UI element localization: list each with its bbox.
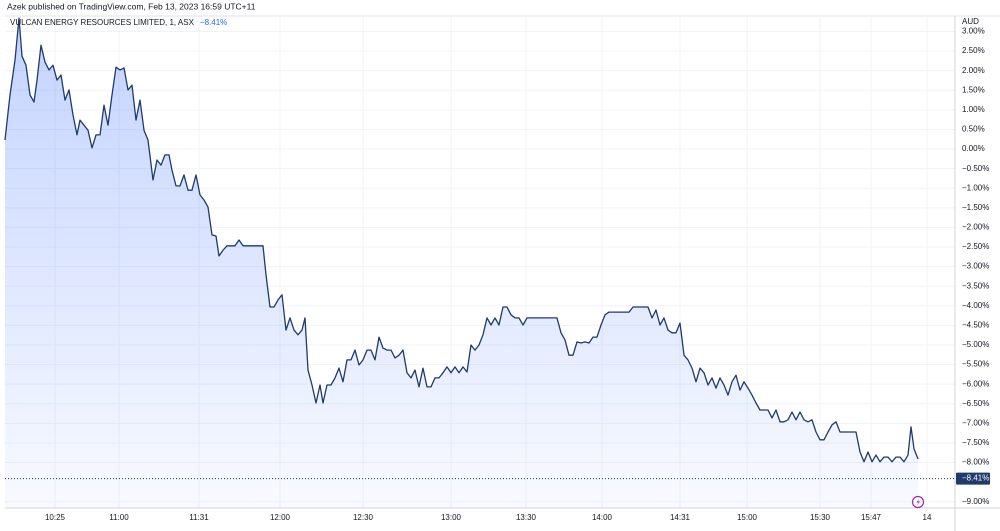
x-tick-label: 10:25 bbox=[45, 513, 66, 522]
y-tick-label: 0.50% bbox=[962, 125, 985, 134]
y-tick-label: −6.00% bbox=[962, 379, 989, 388]
area-fill bbox=[5, 18, 918, 508]
y-tick-label: −5.00% bbox=[962, 340, 989, 349]
x-tick-label: 12:00 bbox=[270, 513, 291, 522]
attribution: Azek published on TradingView.com, Feb 1… bbox=[7, 1, 256, 11]
last-value-badge bbox=[956, 472, 990, 485]
x-tick-label: 15:00 bbox=[737, 513, 758, 522]
axes: 3.00% 2.50% 2.00% 1.50% 1.00% 0.50% 0.00% −0.50… bbox=[45, 27, 990, 522]
y-tick-label: −0.50% bbox=[962, 164, 989, 173]
y-tick-label: 2.50% bbox=[962, 46, 985, 55]
event-icon[interactable] bbox=[911, 495, 925, 509]
y-tick-label: −7.50% bbox=[962, 438, 989, 447]
x-tick-label: 13:30 bbox=[516, 513, 537, 522]
y-tick-label: 2.00% bbox=[962, 66, 985, 75]
y-tick-label: −2.00% bbox=[962, 223, 989, 232]
x-tick-label: 15:47 bbox=[861, 513, 882, 522]
y-tick-label: 0.00% bbox=[962, 144, 985, 153]
change-value: −8.41% bbox=[200, 18, 227, 27]
y-tick-label: 1.00% bbox=[962, 105, 985, 114]
y-tick-label: −3.50% bbox=[962, 281, 989, 290]
y-tick-label: −6.50% bbox=[962, 399, 989, 408]
price-line bbox=[4, 17, 919, 463]
y-tick-label: −2.50% bbox=[962, 242, 989, 251]
axis-unit: AUD bbox=[962, 17, 979, 26]
y-tick-label: 3.00% bbox=[962, 27, 985, 36]
x-tick-label: 14:31 bbox=[670, 513, 691, 522]
x-tick-label: 11:00 bbox=[109, 513, 129, 522]
y-tick-label: −4.00% bbox=[962, 301, 989, 310]
x-tick-label: 15:30 bbox=[810, 513, 831, 522]
x-tick-label: 14:00 bbox=[592, 513, 613, 522]
x-tick-label: 13:00 bbox=[441, 513, 462, 522]
last-value-label: −8.41% bbox=[962, 474, 989, 483]
y-tick-label: −5.50% bbox=[962, 360, 989, 369]
y-tick-label: −1.50% bbox=[962, 203, 989, 212]
y-tick-label: −8.00% bbox=[962, 458, 989, 467]
y-tick-label: −4.50% bbox=[962, 321, 989, 330]
y-tick-label: 1.50% bbox=[962, 85, 985, 94]
plot bbox=[4, 17, 955, 508]
y-tick-label: −1.00% bbox=[962, 183, 989, 192]
x-tick-label: 11:31 bbox=[189, 513, 209, 522]
chart-title: VULCAN ENERGY RESOURCES LIMITED, 1, ASX bbox=[10, 18, 195, 27]
x-tick-label: 14 bbox=[923, 513, 932, 522]
y-tick-label: −7.00% bbox=[962, 418, 989, 427]
y-tick-label: −9.00% bbox=[962, 497, 989, 506]
y-tick-label: −3.00% bbox=[962, 262, 989, 271]
x-tick-label: 12:30 bbox=[353, 513, 374, 522]
